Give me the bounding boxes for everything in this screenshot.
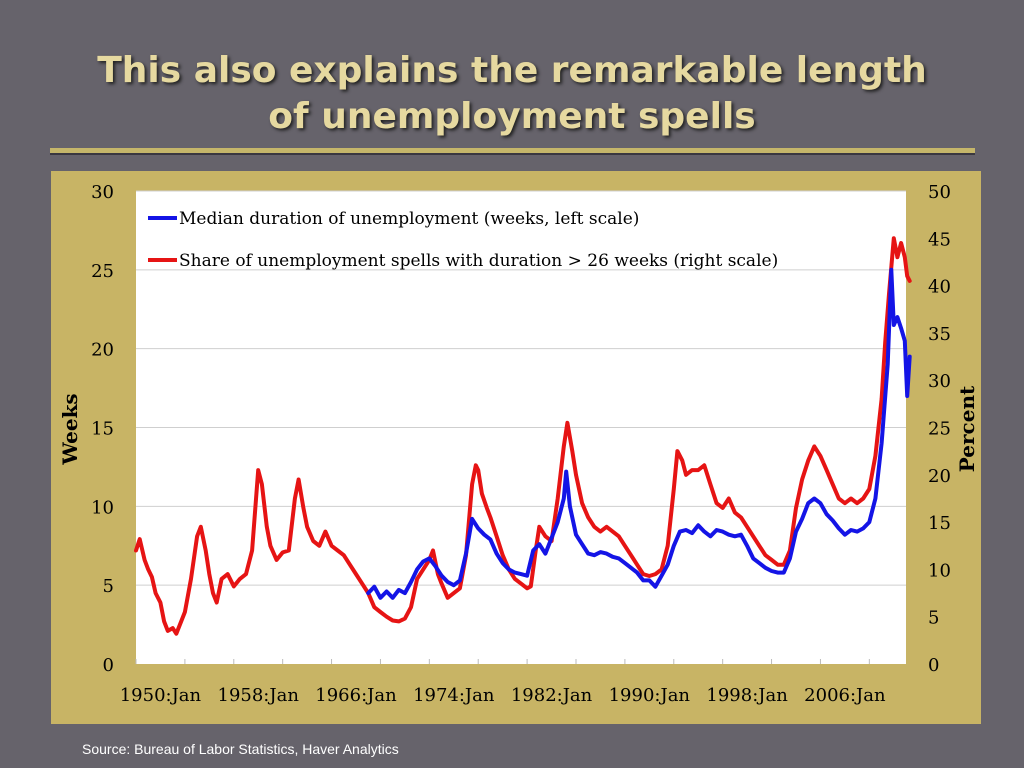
y-tick-left-4: 20 [91,340,114,361]
series-line-median-duration [366,267,912,600]
x-tick-label-6: 1998:Jan [706,685,788,706]
y-tick-right-5: 25 [928,419,951,440]
y-tick-right-10: 50 [928,182,951,203]
y-tick-left-6: 30 [91,182,114,203]
y-tick-right-2: 10 [928,560,951,581]
y-tick-left-5: 25 [91,261,114,282]
y-axis-label-right: Percent [955,385,979,472]
y-tick-right-7: 35 [928,324,951,345]
y-tick-right-0: 0 [928,655,939,676]
y-tick-left-3: 15 [91,419,114,440]
y-tick-right-3: 15 [928,513,951,534]
x-tick-labels: 1950:Jan 1958:Jan 1966:Jan 1974:Jan 1982:Jan… [120,685,886,706]
slide-title: This also explains the remarkable length… [0,48,1024,140]
y-tick-right-6: 30 [928,371,951,392]
y-tick-left-0: 0 [103,655,114,676]
y-tick-right-8: 40 [928,277,951,298]
y-tick-right-9: 45 [928,229,951,250]
x-tick-label-4: 1982:Jan [511,685,593,706]
legend-label-median: Median duration of unemployment (weeks, … [179,209,639,229]
y-tick-labels-right: 0 5 10 15 20 25 30 35 40 45 50 [928,182,951,676]
series-layer [134,236,912,636]
x-tick-label-0: 1950:Jan [120,685,202,706]
x-tick-label-7: 2006:Jan [804,685,886,706]
x-tick-label-5: 1990:Jan [609,685,691,706]
y-tick-right-1: 5 [928,608,939,629]
y-tick-left-2: 10 [91,497,114,518]
x-tick-marks [135,659,870,664]
legend-label-share: Share of unemployment spells with durati… [179,251,778,271]
legend: Median duration of unemployment (weeks, … [148,209,778,271]
y-tick-labels-left: 0 5 10 15 20 25 30 [91,182,114,676]
title-divider [50,148,975,155]
y-tick-left-1: 5 [103,576,114,597]
x-tick-label-1: 1958:Jan [218,685,300,706]
x-tick-label-2: 1966:Jan [315,685,397,706]
source-note: Source: Bureau of Labor Statistics, Have… [82,741,399,757]
y-axis-label-left: Weeks [58,393,82,465]
y-tick-right-4: 20 [928,466,951,487]
unemployment-duration-chart: 0 5 10 15 20 25 30 0 5 10 15 20 25 30 35 40 45 50 1950:J… [58,182,979,706]
slide-title-line-1: This also explains the remarkable length [97,50,927,91]
slide-title-line-2: of unemployment spells [268,96,756,137]
x-tick-label-3: 1974:Jan [413,685,495,706]
